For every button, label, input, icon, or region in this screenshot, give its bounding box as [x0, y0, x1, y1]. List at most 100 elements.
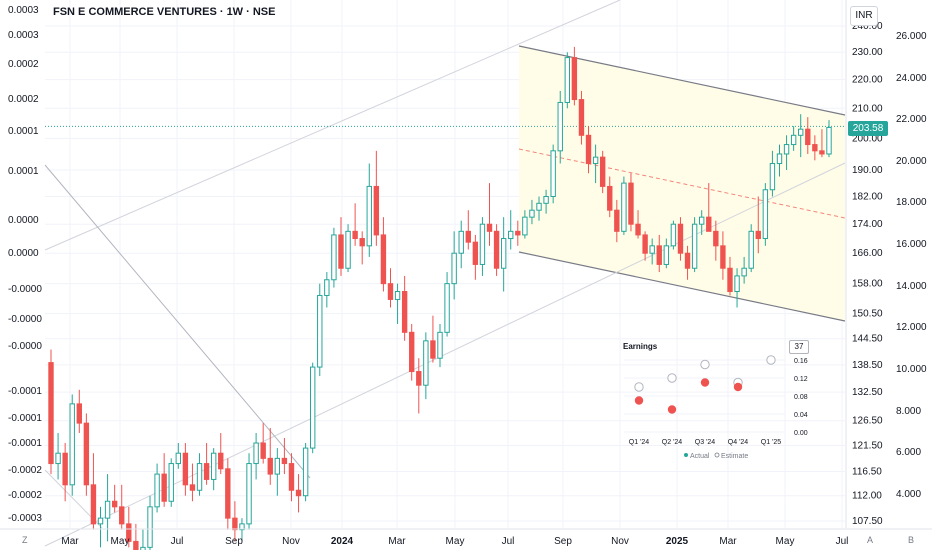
- candle-body: [621, 182, 627, 232]
- candle-body: [182, 452, 189, 486]
- far-right-axis-tick-label: 12.000: [896, 322, 927, 333]
- candle-body: [133, 540, 139, 555]
- legend-actual-marker: [684, 453, 688, 457]
- candle-body: [232, 517, 238, 531]
- candle-body: [338, 234, 344, 269]
- x-axis-tick-label: Nov: [611, 536, 629, 547]
- right-axis-tick-label: 158.00: [852, 279, 883, 290]
- right-axis-tick-label: 138.50: [852, 360, 883, 371]
- zoom-button[interactable]: Z: [22, 535, 28, 545]
- left-axis-tick-label: 0.0003: [8, 5, 39, 16]
- last-price-label: 203.58: [848, 121, 888, 136]
- auto-scale-button[interactable]: A: [867, 535, 874, 545]
- candle-body: [387, 283, 394, 300]
- earnings-title: Earnings: [623, 342, 658, 351]
- candle-body: [97, 517, 104, 525]
- x-axis-tick-label: May: [446, 536, 465, 547]
- candle-body: [677, 223, 684, 254]
- far-right-axis-tick-label: 8.000: [896, 406, 921, 417]
- right-axis-tick-label: 166.00: [852, 248, 883, 259]
- x-axis-tick-label: May: [776, 536, 795, 547]
- far-right-axis-tick-label: 4.000: [896, 489, 921, 500]
- x-axis-tick-label: Mar: [61, 536, 79, 547]
- currency-selector[interactable]: INR: [850, 6, 878, 26]
- left-axis-tick-label: -0.0000: [8, 314, 42, 325]
- left-axis-tick-label: -0.0002: [8, 465, 42, 476]
- candle-body: [522, 216, 528, 236]
- candle-body: [430, 340, 436, 359]
- left-axis-tick-label: 0.0001: [8, 126, 39, 137]
- far-right-axis-tick-label: 16.000: [896, 239, 927, 250]
- earnings-count-badge[interactable]: 37: [789, 340, 809, 354]
- candle-body: [691, 223, 698, 269]
- left-axis-tick-label: -0.0001: [8, 413, 42, 424]
- candle-body: [48, 362, 54, 465]
- candle-body: [706, 216, 712, 232]
- log-scale-button[interactable]: B: [908, 535, 915, 545]
- earnings-estimate-point: [667, 373, 677, 383]
- candle-body: [550, 150, 556, 197]
- earnings-estimate-point: [700, 359, 710, 370]
- candle-body: [670, 223, 677, 247]
- candle-body: [196, 463, 203, 491]
- candle-body: [798, 128, 804, 136]
- far-right-axis-tick-label: 24.000: [896, 73, 927, 84]
- candle-body: [741, 267, 747, 277]
- candle-body: [649, 245, 655, 254]
- candle-body: [267, 457, 273, 475]
- right-axis-tick-label: 240.00: [852, 21, 883, 32]
- legend-actual-label: Actual: [690, 453, 710, 460]
- candle-body: [826, 126, 832, 155]
- candle-body: [423, 340, 429, 386]
- diagonal-line-1: [44, 164, 311, 479]
- outer-upper-line: [44, 0, 621, 251]
- x-axis-tick-label: Sep: [225, 536, 243, 547]
- x-axis-tick-label: 2024: [331, 536, 354, 547]
- left-axis-tick-label: -0.0000: [8, 341, 42, 352]
- earnings-estimate-point: [634, 382, 644, 392]
- x-axis-tick-label: May: [111, 536, 130, 547]
- earnings-estimate-point: [766, 355, 776, 365]
- x-axis-tick-label: Jul: [502, 536, 515, 547]
- left-axis-tick-label: 0.0000: [8, 215, 39, 226]
- candle-body: [373, 185, 380, 236]
- candle-body: [260, 442, 266, 459]
- candle-body: [444, 283, 450, 333]
- right-axis-tick-label: 182.00: [852, 191, 883, 202]
- candle-body: [684, 252, 691, 269]
- candle-body: [168, 463, 174, 502]
- candle-body: [359, 238, 365, 247]
- candle-body: [203, 463, 210, 480]
- candle-body: [317, 294, 323, 368]
- earnings-actual-point: [700, 378, 710, 387]
- x-axis-tick-label: Mar: [719, 536, 737, 547]
- earnings-x-tick-label: Q3 '24: [695, 439, 716, 446]
- candle-body: [345, 230, 351, 269]
- right-axis-tick-label: 144.50: [852, 334, 883, 345]
- right-axis-tick-label: 210.00: [852, 103, 883, 114]
- candle-body: [154, 473, 160, 508]
- candle-body: [147, 506, 153, 548]
- right-axis-tick-label: 112.00: [852, 491, 882, 502]
- right-axis-tick-label: 190.00: [852, 165, 883, 176]
- candle-body: [628, 182, 634, 225]
- earnings-actual-point: [733, 382, 743, 392]
- candle-body: [557, 101, 563, 152]
- right-axis-tick-label: 132.50: [852, 387, 883, 398]
- candle-body: [246, 463, 252, 525]
- candle-body: [119, 506, 125, 525]
- earnings-x-tick-label: Q2 '24: [662, 439, 683, 446]
- earnings-x-tick-label: Q1 '24: [629, 439, 650, 446]
- candle-body: [76, 403, 82, 424]
- earnings-actual-point: [634, 396, 644, 405]
- candle-body: [776, 153, 783, 165]
- candle-body: [515, 230, 521, 236]
- far-right-axis-tick-label: 14.000: [896, 281, 927, 292]
- candle-body: [812, 144, 818, 152]
- left-axis-tick-label: -0.0000: [8, 284, 42, 295]
- x-axis-tick-label: Mar: [388, 536, 406, 547]
- left-axis-tick-label: 0.0003: [8, 30, 39, 41]
- candle-body: [762, 189, 769, 240]
- candle-body: [578, 99, 585, 136]
